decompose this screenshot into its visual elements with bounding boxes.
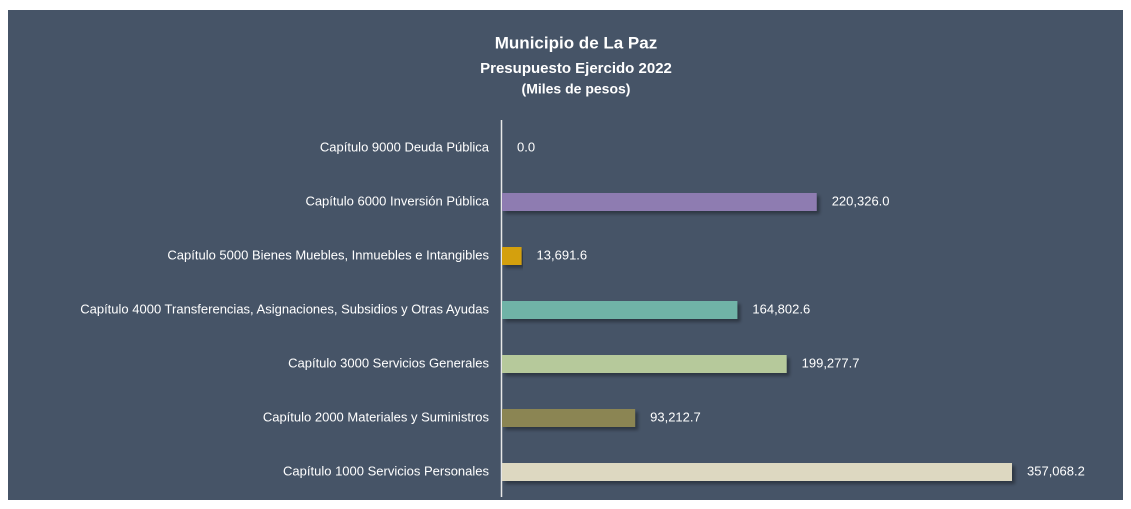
chart-subtitle: Presupuesto Ejercido 2022	[480, 60, 672, 77]
value-label: 199,277.7	[802, 355, 860, 370]
y-tick-label: Capítulo 2000 Materiales y Suministros	[263, 409, 490, 424]
y-tick-label: Capítulo 3000 Servicios Generales	[288, 355, 489, 370]
bar	[502, 409, 636, 427]
y-tick-label: Capítulo 6000 Inversión Pública	[305, 193, 489, 208]
bar	[502, 301, 738, 319]
bar	[502, 463, 1012, 481]
bar	[502, 247, 522, 265]
bar	[502, 193, 817, 211]
units-label: (Miles de pesos)	[522, 81, 631, 97]
value-label: 93,212.7	[650, 409, 701, 424]
y-tick-label: Capítulo 4000 Transferencias, Asignacion…	[80, 301, 489, 316]
value-label: 164,802.6	[752, 301, 810, 316]
bar	[502, 355, 787, 373]
value-label: 0.0	[517, 139, 535, 154]
value-label: 220,326.0	[832, 193, 890, 208]
value-label: 13,691.6	[537, 247, 588, 262]
chart-title: Municipio de La Paz	[495, 33, 657, 52]
value-label: 357,068.2	[1027, 463, 1085, 478]
y-tick-label: Capítulo 1000 Servicios Personales	[283, 463, 489, 478]
y-tick-label: Capítulo 9000 Deuda Pública	[320, 139, 490, 154]
y-tick-label: Capítulo 5000 Bienes Muebles, Inmuebles …	[167, 247, 489, 262]
